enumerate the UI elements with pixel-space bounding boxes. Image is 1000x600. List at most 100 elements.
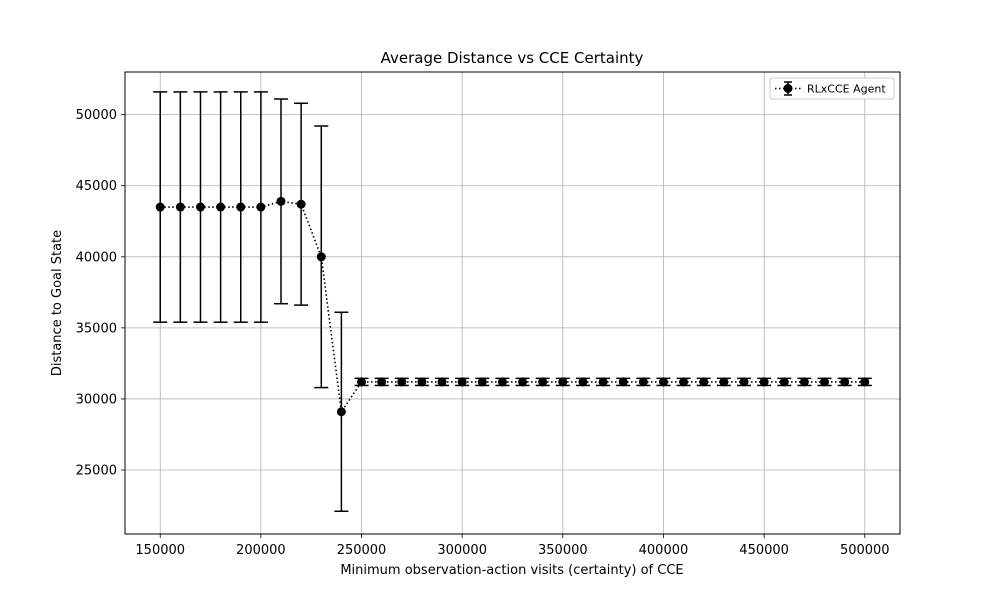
data-point <box>777 377 792 387</box>
point-marker <box>336 407 346 417</box>
data-point <box>736 377 751 387</box>
point-marker <box>497 377 507 387</box>
y-axis: 25000 30000 35000 40000 45000 50000 <box>76 108 125 479</box>
point-marker <box>799 377 809 387</box>
y-tick-label: 50000 <box>76 108 117 123</box>
data-point <box>394 377 409 387</box>
point-marker <box>638 377 648 387</box>
point-marker <box>437 377 447 387</box>
point-marker <box>679 377 689 387</box>
data-point <box>213 91 228 323</box>
x-axis: 150000 200000 250000 300000 350000 400000 4500… <box>135 534 890 558</box>
point-marker <box>316 252 326 262</box>
data-point <box>153 91 168 323</box>
legend: RLxCCE Agent <box>769 77 895 100</box>
point-marker <box>699 377 709 387</box>
x-tick-label: 350000 <box>538 543 588 558</box>
legend-marker <box>783 84 793 93</box>
data-point <box>797 377 812 387</box>
point-marker <box>296 199 306 209</box>
point-marker <box>719 377 729 387</box>
legend-label: RLxCCE Agent <box>807 83 886 96</box>
data-point <box>173 91 188 323</box>
y-tick-label: 30000 <box>76 392 117 407</box>
point-marker <box>397 377 407 387</box>
data-point <box>555 377 570 387</box>
data-point <box>676 377 691 387</box>
data-point <box>495 377 510 387</box>
data-point <box>636 377 651 387</box>
point-marker <box>759 377 769 387</box>
data-point <box>435 377 450 387</box>
point-marker <box>377 377 387 387</box>
point-marker <box>477 377 487 387</box>
legend-box <box>769 77 895 100</box>
x-tick-label: 450000 <box>739 543 789 558</box>
point-marker <box>618 377 628 387</box>
x-axis-label: Minimum observation-action visits (certa… <box>340 563 683 578</box>
data-point <box>374 377 389 387</box>
data-point <box>475 377 490 387</box>
point-marker <box>518 377 528 387</box>
y-axis-label: Distance to Goal State <box>50 230 65 376</box>
data-point <box>575 377 590 387</box>
x-tick-label: 500000 <box>840 543 890 558</box>
plot-series <box>153 91 872 513</box>
data-point <box>535 377 550 387</box>
plot-area-frame <box>124 71 901 535</box>
x-tick-label: 250000 <box>337 543 387 558</box>
point-marker <box>417 377 427 387</box>
point-marker <box>236 202 246 212</box>
x-tick-label: 300000 <box>437 543 487 558</box>
data-point <box>696 377 711 387</box>
x-tick-label: 150000 <box>135 543 185 558</box>
point-marker <box>276 196 286 206</box>
chart-title: Average Distance vs CCE Certainty <box>381 49 644 67</box>
data-point <box>274 98 289 305</box>
point-marker <box>658 377 668 387</box>
point-marker <box>195 202 205 212</box>
data-point <box>253 91 268 323</box>
data-point <box>334 311 349 513</box>
data-point <box>757 377 772 387</box>
y-tick-label: 40000 <box>76 250 117 265</box>
y-tick-label: 25000 <box>76 464 117 479</box>
grid <box>125 72 900 534</box>
data-point <box>414 377 429 387</box>
point-marker <box>538 377 548 387</box>
data-point <box>656 377 671 387</box>
x-tick-label: 200000 <box>236 543 286 558</box>
point-marker <box>256 202 266 212</box>
data-point <box>596 377 611 387</box>
point-marker <box>175 202 185 212</box>
point-marker <box>840 377 850 387</box>
data-point <box>817 377 832 387</box>
point-marker <box>598 377 608 387</box>
point-marker <box>820 377 830 387</box>
x-tick-label: 400000 <box>639 543 689 558</box>
point-marker <box>457 377 467 387</box>
point-marker <box>558 377 568 387</box>
data-point <box>455 377 470 387</box>
data-point <box>837 377 852 387</box>
point-marker <box>216 202 226 212</box>
point-marker <box>357 377 367 387</box>
data-point <box>354 377 369 387</box>
data-point <box>515 377 530 387</box>
point-marker <box>155 202 165 212</box>
y-tick-label: 35000 <box>76 321 117 336</box>
point-marker <box>779 377 789 387</box>
data-point <box>294 102 309 306</box>
point-marker <box>578 377 588 387</box>
data-point <box>716 377 731 387</box>
data-point <box>314 125 329 389</box>
y-tick-label: 45000 <box>76 179 117 194</box>
data-point <box>233 91 248 323</box>
point-marker <box>860 377 870 387</box>
data-point <box>857 377 872 387</box>
data-point <box>616 377 631 387</box>
point-marker <box>739 377 749 387</box>
data-point <box>193 91 208 323</box>
